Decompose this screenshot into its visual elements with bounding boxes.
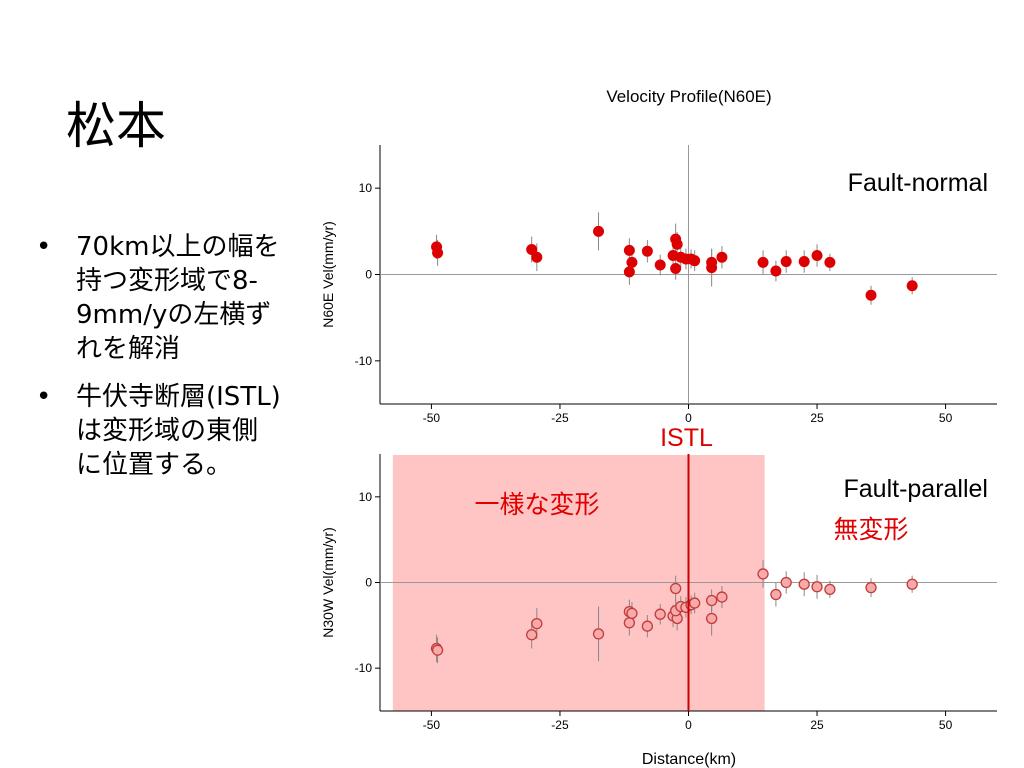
- x-tick-label: -50: [423, 718, 441, 732]
- data-point: [431, 644, 444, 656]
- data-point: [641, 620, 654, 632]
- data-point: [906, 280, 918, 292]
- data-point: [906, 578, 918, 590]
- x-tick-label: 0: [685, 411, 692, 425]
- y-tick-label: 10: [359, 181, 373, 195]
- bullet-list: 70km以上の幅を持つ変形域で8-9mm/yの左横ずれを解消 牛伏寺断層(IST…: [32, 230, 282, 496]
- data-point: [770, 265, 782, 277]
- x-tick-label: -25: [551, 411, 569, 425]
- data-point: [824, 256, 836, 268]
- x-tick-label: 0: [685, 718, 692, 732]
- data-point: [654, 259, 666, 271]
- data-point: [623, 244, 635, 256]
- istl-label: ISTL: [660, 424, 713, 452]
- data-point: [626, 256, 638, 268]
- data-point: [706, 262, 718, 274]
- data-point: [432, 247, 444, 259]
- chart-title: Velocity Profile(N60E): [606, 87, 771, 106]
- data-point: [526, 629, 538, 641]
- data-point: [526, 243, 538, 255]
- data-point: [669, 582, 682, 595]
- data-point: [780, 256, 792, 268]
- data-point: [531, 617, 543, 630]
- y-tick-label: 10: [359, 490, 373, 504]
- x-tick-label: -50: [423, 411, 441, 425]
- y-tick-label: 0: [365, 268, 372, 282]
- x-tick-label: 25: [810, 411, 824, 425]
- x-tick-label: 50: [939, 718, 953, 732]
- data-point: [865, 289, 877, 301]
- data-point: [770, 588, 782, 601]
- y-tick-label: -10: [355, 661, 373, 675]
- data-point: [811, 250, 823, 262]
- y-axis-label: N60E Vel(mm/yr): [320, 221, 336, 328]
- data-point: [705, 612, 718, 625]
- data-point: [798, 256, 810, 268]
- data-point: [811, 581, 823, 593]
- bullet-item: 牛伏寺断層(ISTL)は変形域の東側に位置する。: [32, 380, 282, 482]
- data-point: [670, 262, 682, 274]
- data-point: [623, 617, 636, 629]
- data-point: [716, 251, 728, 263]
- x-tick-label: 50: [939, 411, 953, 425]
- data-point: [757, 256, 769, 268]
- data-point: [626, 607, 638, 619]
- data-point: [689, 597, 701, 609]
- x-tick-label: 25: [810, 718, 824, 732]
- fault-parallel-label: Fault-parallel: [843, 475, 988, 503]
- fault-normal-label: Fault-normal: [848, 169, 988, 197]
- y-tick-label: -10: [355, 354, 373, 368]
- data-point: [592, 628, 605, 640]
- data-point: [780, 576, 792, 589]
- data-point: [824, 583, 836, 596]
- data-point: [689, 255, 701, 267]
- data-point: [671, 238, 683, 250]
- no-deformation-label: 無変形: [833, 516, 908, 544]
- data-point: [716, 591, 728, 603]
- data-point: [654, 608, 666, 620]
- data-point: [798, 578, 810, 590]
- slide-title: 松本: [66, 97, 166, 155]
- data-point: [705, 594, 718, 607]
- y-axis-label: N30W Vel(mm/yr): [320, 527, 336, 637]
- x-tick-label: -25: [551, 718, 569, 732]
- x-axis-label: Distance(km): [642, 751, 736, 768]
- velocity-profile-chart: 10 0 -10 -50 -25 0 25 50 N60E Vel(mm/yr) Velocity…: [320, 87, 997, 768]
- uniform-deformation-label: 一様な変形: [474, 491, 599, 519]
- data-point: [531, 251, 543, 263]
- data-point: [865, 581, 877, 594]
- y-tick-label: 0: [365, 576, 372, 590]
- data-point: [757, 568, 769, 580]
- data-point: [593, 225, 605, 237]
- data-point: [623, 266, 635, 278]
- bullet-item: 70km以上の幅を持つ変形域で8-9mm/yの左横ずれを解消: [32, 230, 282, 366]
- data-point: [641, 245, 653, 257]
